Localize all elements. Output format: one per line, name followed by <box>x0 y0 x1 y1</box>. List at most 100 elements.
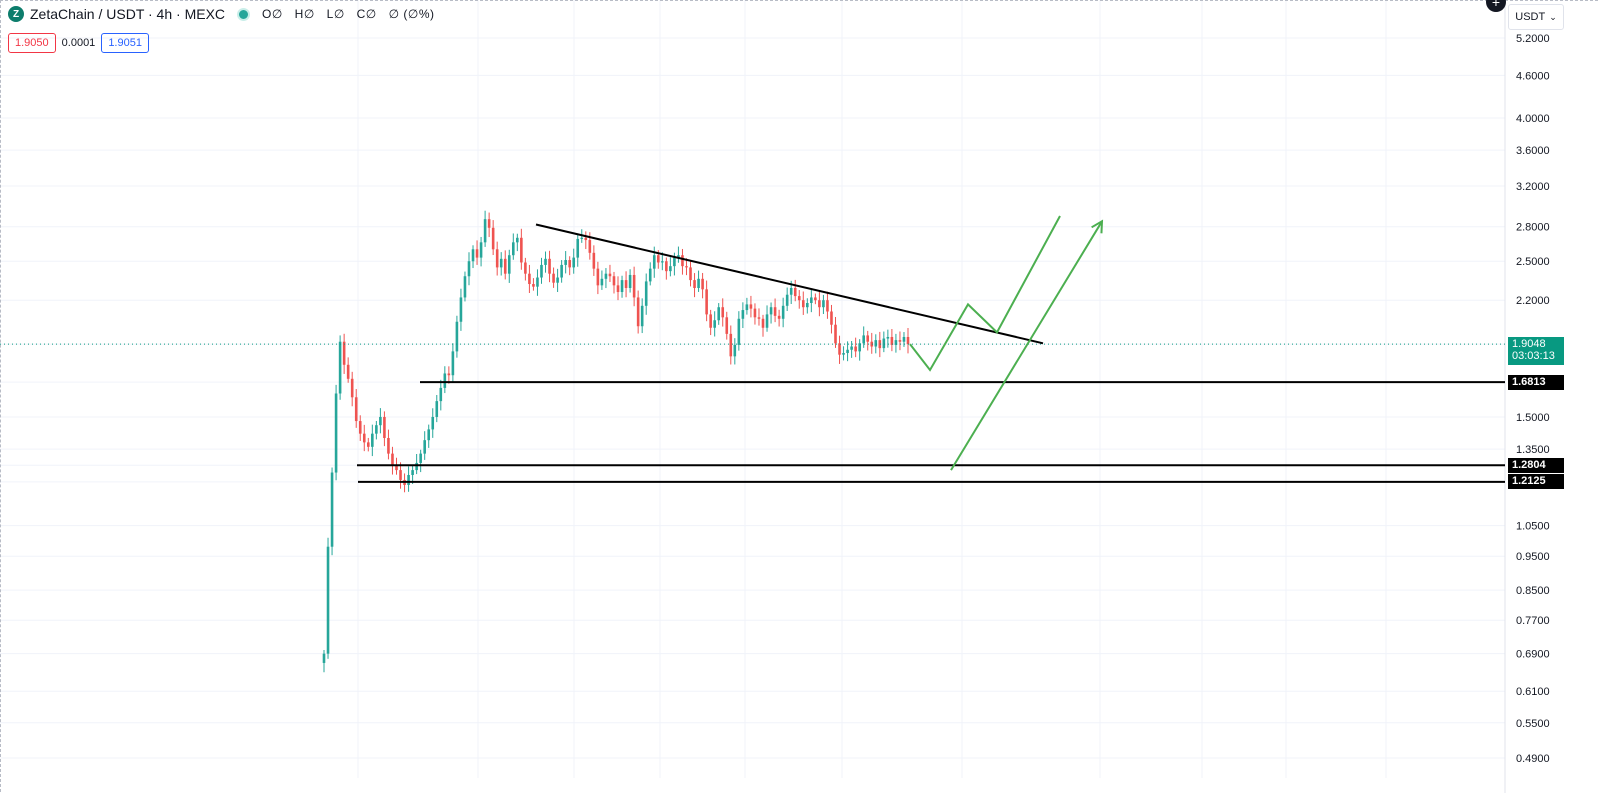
candle-body <box>729 333 733 357</box>
candle <box>383 411 386 447</box>
candle-body <box>596 268 600 286</box>
candle-body <box>451 351 455 376</box>
candle-body <box>838 343 841 355</box>
candle <box>644 273 648 315</box>
candle <box>822 294 825 315</box>
candle-body <box>540 264 543 278</box>
candle <box>399 462 402 489</box>
candle <box>503 250 507 280</box>
candle <box>532 278 535 291</box>
candle <box>886 329 890 348</box>
candle <box>403 473 406 493</box>
candle-body <box>789 287 793 295</box>
candle <box>540 257 543 284</box>
candle-body <box>342 341 346 365</box>
candle <box>330 467 334 556</box>
candle <box>387 429 390 460</box>
candle <box>648 262 652 286</box>
candle <box>463 271 467 302</box>
candle-body <box>387 437 390 454</box>
candle-body <box>753 308 757 318</box>
candle-body <box>584 237 588 241</box>
candle-body <box>399 470 402 480</box>
candle <box>669 257 672 277</box>
candle <box>850 341 853 358</box>
buy-button[interactable]: 1.9051 <box>101 33 149 53</box>
candle-body <box>560 264 563 278</box>
price-tick-label: 0.9500 <box>1516 551 1550 563</box>
candle-body <box>459 297 463 322</box>
candle-body <box>491 227 495 250</box>
candle <box>479 236 483 267</box>
candle <box>874 334 878 354</box>
candle-body <box>648 268 652 282</box>
candle-body <box>371 433 374 447</box>
candle-body <box>580 237 584 239</box>
candle <box>838 335 841 364</box>
candle-body <box>725 317 729 334</box>
candle-body <box>588 240 592 253</box>
candle <box>346 357 350 383</box>
candle-body <box>415 462 418 471</box>
candle <box>733 338 737 365</box>
candle-body <box>717 307 721 321</box>
candle <box>818 291 821 317</box>
market-status-icon[interactable] <box>237 7 251 21</box>
level-price-tag: 1.2125 <box>1508 474 1564 490</box>
candle-body <box>475 249 479 258</box>
last-price-tag: 1.9048 03:03:13 <box>1508 337 1564 366</box>
price-tick-label: 0.4900 <box>1516 753 1550 765</box>
candle <box>685 258 688 276</box>
candle <box>552 267 555 288</box>
candle <box>761 314 765 337</box>
descending-trendline <box>535 223 1044 345</box>
candle <box>342 333 346 374</box>
candle <box>906 328 910 354</box>
candle-body <box>391 453 394 466</box>
candle <box>600 270 604 290</box>
candle <box>439 379 443 411</box>
candle <box>830 304 833 334</box>
price-tick-label: 4.6000 <box>1516 70 1550 82</box>
candle <box>898 331 902 351</box>
candle <box>725 311 729 340</box>
candle <box>354 389 358 428</box>
candle <box>507 249 511 283</box>
candle-body <box>552 273 555 283</box>
spread-value: 0.0001 <box>61 37 96 49</box>
candle <box>862 326 865 348</box>
candle-body <box>419 453 422 463</box>
candle-body <box>604 273 608 279</box>
price-tick-label: 1.3500 <box>1516 444 1550 456</box>
candle <box>544 251 547 273</box>
candle-body <box>443 373 447 388</box>
add-alert-icon[interactable]: + <box>1486 0 1506 12</box>
candle-body <box>870 341 874 347</box>
candle-body <box>705 289 708 315</box>
candle-body <box>407 474 410 485</box>
candle <box>689 260 692 287</box>
candle-body <box>628 274 632 288</box>
candle-body <box>612 276 616 286</box>
symbol-title[interactable]: ZetaChain / USDT · 4h · MEXC <box>30 6 226 22</box>
candle-body <box>367 442 370 447</box>
sell-button[interactable]: 1.9050 <box>8 33 56 53</box>
candle-body <box>379 416 382 426</box>
candle <box>375 420 378 440</box>
candle <box>338 335 342 400</box>
candle-body <box>511 242 515 256</box>
candle-body <box>749 304 753 309</box>
candle <box>636 290 640 334</box>
candle <box>576 233 580 267</box>
candle <box>632 266 636 307</box>
open-value: O∅ <box>262 7 283 21</box>
candle <box>326 537 330 659</box>
currency-selector[interactable]: USDT ⌄ <box>1508 4 1564 30</box>
candle-body <box>427 429 431 441</box>
candle <box>842 346 845 361</box>
candle-body <box>471 249 475 262</box>
price-tick-label: 0.6900 <box>1516 649 1550 661</box>
candle <box>495 241 499 276</box>
candle <box>753 303 757 325</box>
